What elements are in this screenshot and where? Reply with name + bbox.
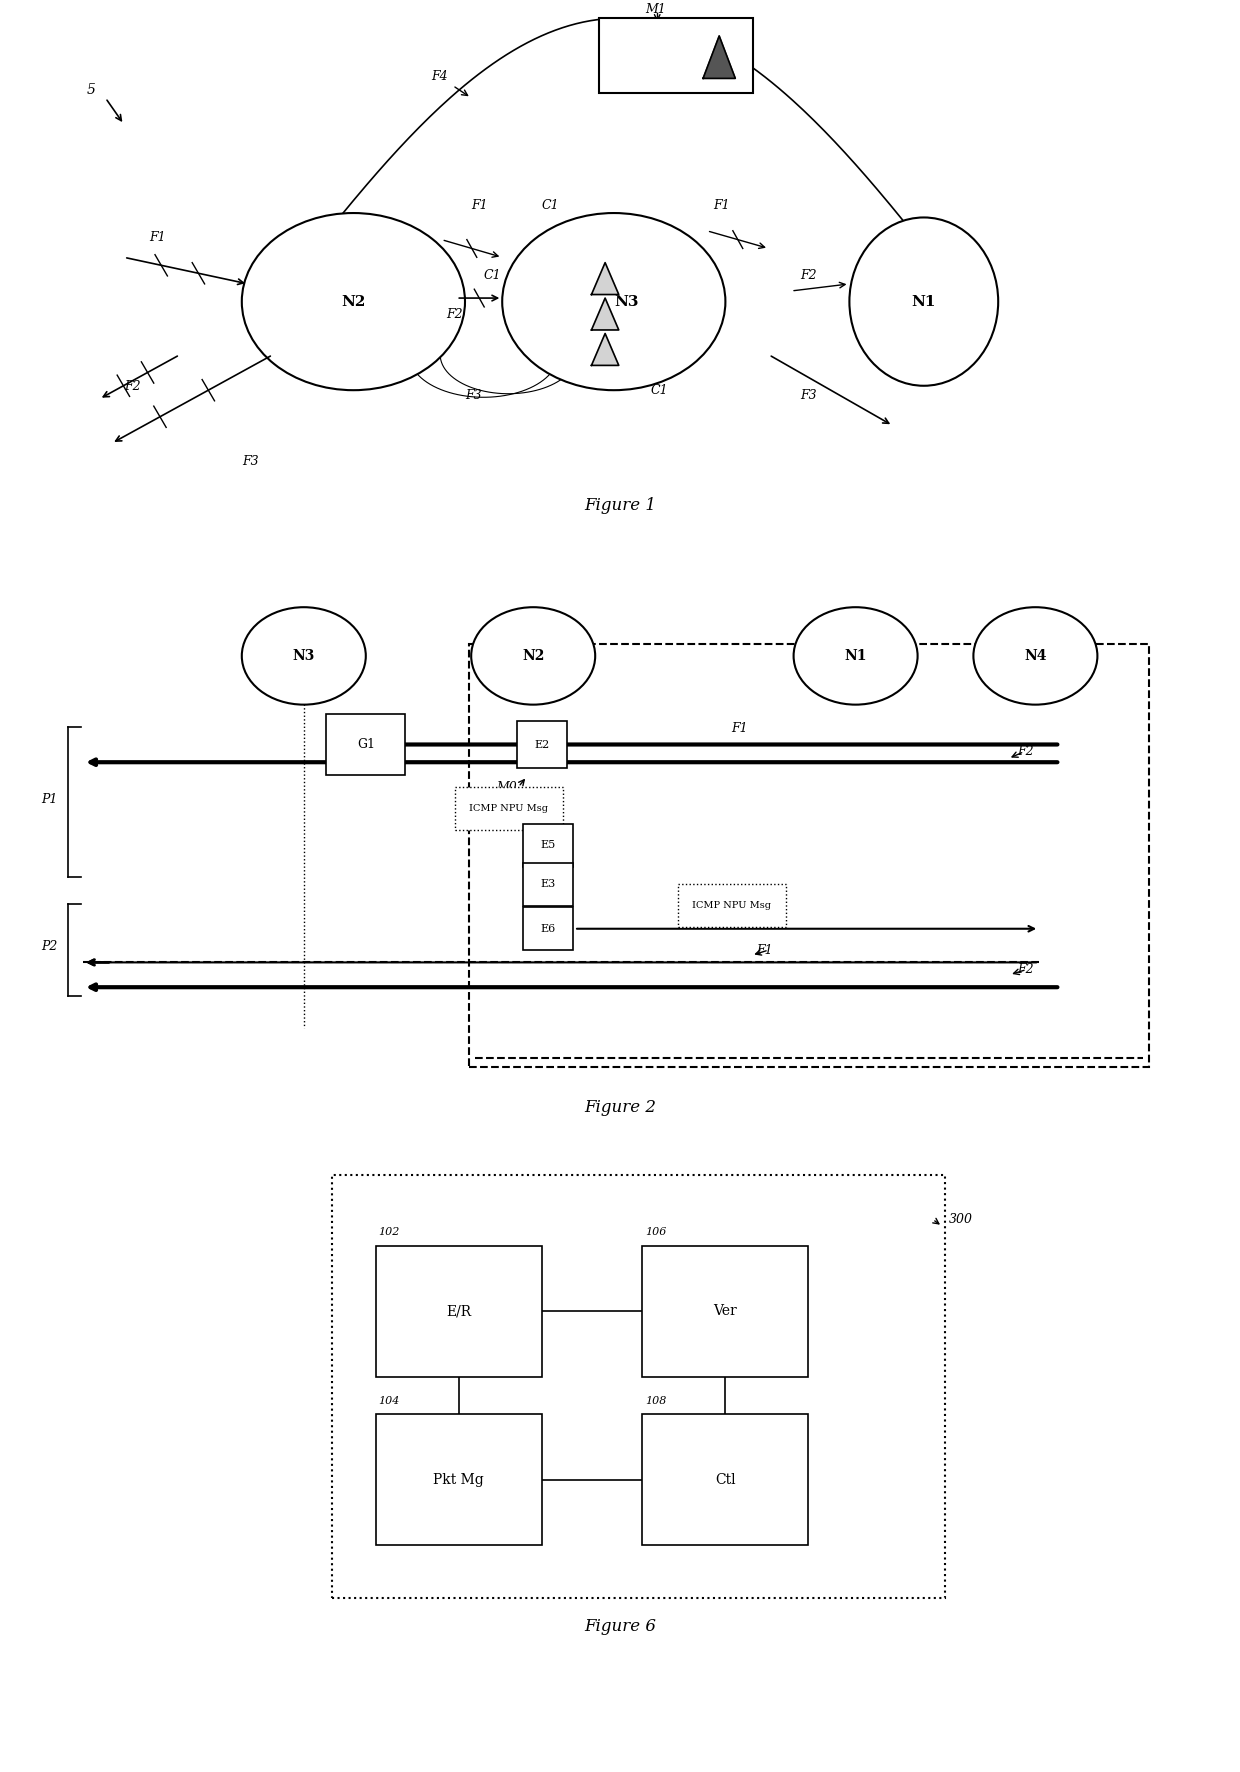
Text: Figure 1: Figure 1 bbox=[584, 496, 656, 514]
Polygon shape bbox=[591, 333, 619, 365]
Text: 300: 300 bbox=[949, 1212, 972, 1226]
Text: ICMP NPU Msg: ICMP NPU Msg bbox=[469, 804, 548, 813]
Text: N4: N4 bbox=[1024, 649, 1047, 663]
Text: ICMP: ICMP bbox=[622, 48, 667, 62]
Text: 10: 10 bbox=[508, 652, 525, 664]
Text: 104: 104 bbox=[378, 1396, 399, 1405]
FancyBboxPatch shape bbox=[642, 1246, 808, 1377]
Polygon shape bbox=[591, 298, 619, 330]
Ellipse shape bbox=[973, 608, 1097, 705]
Text: N1: N1 bbox=[911, 294, 936, 308]
Polygon shape bbox=[703, 35, 735, 78]
Ellipse shape bbox=[502, 213, 725, 390]
Text: N3: N3 bbox=[293, 649, 315, 663]
FancyBboxPatch shape bbox=[332, 1175, 945, 1598]
FancyBboxPatch shape bbox=[376, 1414, 542, 1545]
Text: Ver: Ver bbox=[713, 1304, 738, 1318]
Text: F4: F4 bbox=[432, 71, 448, 83]
Text: C1: C1 bbox=[542, 200, 559, 213]
Text: C1: C1 bbox=[484, 269, 501, 282]
FancyBboxPatch shape bbox=[642, 1414, 808, 1545]
Text: P2: P2 bbox=[41, 939, 57, 953]
Text: P1: P1 bbox=[41, 792, 57, 806]
Text: F3: F3 bbox=[465, 390, 481, 402]
Text: G1: G1 bbox=[357, 737, 374, 751]
FancyBboxPatch shape bbox=[523, 824, 573, 867]
FancyBboxPatch shape bbox=[376, 1246, 542, 1377]
FancyBboxPatch shape bbox=[599, 18, 753, 92]
FancyBboxPatch shape bbox=[517, 721, 567, 767]
Ellipse shape bbox=[849, 218, 998, 386]
Text: E/R: E/R bbox=[446, 1304, 471, 1318]
FancyBboxPatch shape bbox=[326, 714, 405, 774]
Ellipse shape bbox=[242, 213, 465, 390]
Text: N3: N3 bbox=[614, 294, 639, 308]
Text: F2: F2 bbox=[1017, 746, 1033, 758]
Text: Figure 6: Figure 6 bbox=[584, 1618, 656, 1636]
Ellipse shape bbox=[471, 608, 595, 705]
Text: F2: F2 bbox=[124, 381, 140, 393]
Text: E6: E6 bbox=[541, 923, 556, 934]
Text: F1: F1 bbox=[713, 200, 729, 213]
Text: E3: E3 bbox=[541, 879, 556, 890]
Text: E2: E2 bbox=[534, 739, 549, 750]
Text: N2: N2 bbox=[522, 649, 544, 663]
Text: 102: 102 bbox=[378, 1228, 399, 1237]
Text: E5: E5 bbox=[541, 840, 556, 851]
Text: M1: M1 bbox=[645, 4, 666, 16]
Text: 5: 5 bbox=[87, 83, 95, 97]
Ellipse shape bbox=[794, 608, 918, 705]
Text: F2: F2 bbox=[446, 308, 463, 321]
Text: Figure 2: Figure 2 bbox=[584, 1099, 656, 1116]
Text: 108: 108 bbox=[645, 1396, 666, 1405]
FancyBboxPatch shape bbox=[469, 643, 1149, 1067]
Text: F1: F1 bbox=[149, 232, 165, 245]
Text: F1: F1 bbox=[732, 723, 748, 735]
Text: F2: F2 bbox=[800, 269, 816, 282]
FancyBboxPatch shape bbox=[523, 863, 573, 905]
Text: F2: F2 bbox=[1017, 962, 1033, 976]
Text: F1: F1 bbox=[471, 200, 487, 213]
Text: F3: F3 bbox=[242, 455, 258, 468]
Text: N1: N1 bbox=[844, 649, 867, 663]
Text: M1: M1 bbox=[750, 890, 771, 904]
Text: F1: F1 bbox=[756, 943, 773, 957]
Text: 106: 106 bbox=[645, 1228, 666, 1237]
Text: ICMP NPU Msg: ICMP NPU Msg bbox=[692, 902, 771, 911]
Text: M0: M0 bbox=[496, 780, 517, 794]
Ellipse shape bbox=[242, 608, 366, 705]
Text: Pkt Mg: Pkt Mg bbox=[434, 1473, 484, 1487]
Text: C1: C1 bbox=[651, 385, 668, 397]
FancyBboxPatch shape bbox=[678, 884, 786, 927]
FancyBboxPatch shape bbox=[455, 787, 563, 829]
Text: N2: N2 bbox=[341, 294, 366, 308]
FancyBboxPatch shape bbox=[523, 907, 573, 950]
Text: F3: F3 bbox=[800, 390, 816, 402]
Polygon shape bbox=[591, 262, 619, 294]
Text: Ctl: Ctl bbox=[715, 1473, 735, 1487]
